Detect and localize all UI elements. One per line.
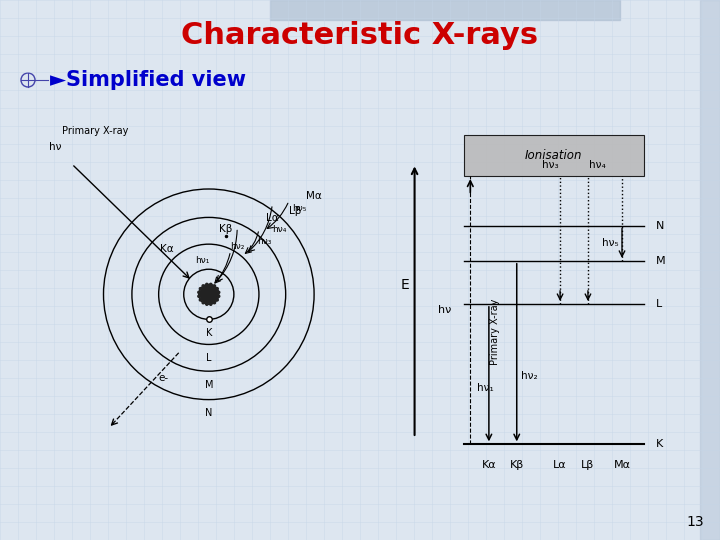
Text: Lβ: Lβ bbox=[289, 206, 302, 216]
Text: N: N bbox=[656, 221, 665, 231]
Text: hν₅: hν₅ bbox=[292, 204, 307, 213]
Polygon shape bbox=[198, 284, 220, 305]
Text: Kβ: Kβ bbox=[510, 460, 524, 470]
Text: hν₃: hν₃ bbox=[257, 237, 271, 246]
Text: L: L bbox=[206, 353, 212, 363]
Text: Lα: Lα bbox=[553, 460, 567, 470]
Text: E: E bbox=[401, 278, 410, 292]
Text: Kβ: Kβ bbox=[219, 224, 233, 234]
Text: Primary X-ray: Primary X-ray bbox=[490, 299, 500, 365]
Text: Kα: Kα bbox=[482, 460, 496, 470]
Text: hν₁: hν₁ bbox=[477, 383, 494, 393]
Text: hν: hν bbox=[49, 142, 62, 152]
Text: hν₂: hν₂ bbox=[230, 242, 245, 251]
Text: Characteristic X-rays: Characteristic X-rays bbox=[181, 21, 539, 50]
Text: hν₅: hν₅ bbox=[603, 238, 619, 248]
Text: hν₃: hν₃ bbox=[542, 160, 559, 170]
Text: Lβ: Lβ bbox=[581, 460, 595, 470]
Text: ►Simplified view: ►Simplified view bbox=[50, 70, 246, 90]
Text: Lα: Lα bbox=[266, 213, 278, 223]
Text: e-: e- bbox=[158, 373, 168, 383]
Text: K: K bbox=[656, 439, 663, 449]
Text: hν₂: hν₂ bbox=[521, 372, 537, 381]
Text: Kα: Kα bbox=[160, 244, 174, 254]
Text: hν: hν bbox=[438, 305, 451, 315]
Text: Ionisation: Ionisation bbox=[525, 149, 582, 162]
Text: hν₄: hν₄ bbox=[272, 226, 287, 234]
Text: M: M bbox=[204, 380, 213, 389]
Bar bbox=[464, 135, 644, 176]
Text: Mα: Mα bbox=[613, 460, 631, 470]
Text: hν₄: hν₄ bbox=[589, 160, 606, 170]
Text: K: K bbox=[206, 328, 212, 338]
Text: N: N bbox=[205, 408, 212, 418]
Text: Primary X-ray: Primary X-ray bbox=[62, 125, 128, 136]
Text: M: M bbox=[656, 256, 666, 266]
Text: L: L bbox=[656, 299, 662, 309]
Text: Mα: Mα bbox=[306, 191, 322, 201]
Text: 13: 13 bbox=[686, 515, 704, 529]
Text: hν₁: hν₁ bbox=[195, 255, 210, 265]
